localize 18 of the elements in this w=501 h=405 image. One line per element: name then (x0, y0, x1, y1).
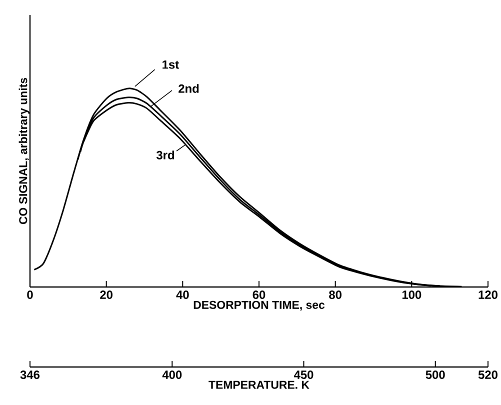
y-axis-title: CO SIGNAL, arbitrary units (18, 78, 30, 224)
x-tick-label: 120 (478, 290, 498, 299)
x-tick-label: 100 (402, 290, 422, 299)
x-tick-label: 40 (176, 290, 189, 299)
x2-tick-label: 520 (478, 370, 498, 379)
x2-tick-label: 500 (426, 370, 445, 379)
x2-tick-label: 346 (20, 370, 40, 380)
x-tick-label: 80 (329, 290, 342, 299)
legend-label: 3rd (156, 150, 174, 160)
x2-tick-label: 450 (294, 370, 314, 379)
x-tick-label: 60 (252, 290, 266, 299)
x2-tick-label: 400 (162, 370, 182, 379)
x2-axis-title: TEMPERATURE. K (208, 380, 310, 389)
x-tick-label: 20 (100, 290, 112, 299)
text: 2nd (178, 84, 199, 93)
x-axis-title: DESORPTION TIME, sec (194, 300, 325, 311)
x-tick-label: 0 (27, 290, 33, 299)
text: 1st (162, 60, 179, 69)
